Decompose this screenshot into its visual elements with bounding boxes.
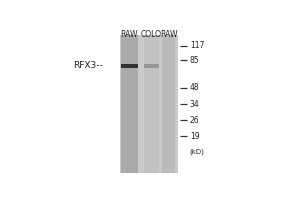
- Bar: [121, 64, 138, 68]
- Bar: [144, 64, 159, 68]
- Text: COLO: COLO: [141, 30, 162, 39]
- Text: 34: 34: [190, 100, 200, 109]
- Text: (kD): (kD): [190, 149, 205, 155]
- Bar: [120, 35, 178, 173]
- Text: 19: 19: [190, 132, 200, 141]
- Text: 26: 26: [190, 116, 200, 125]
- Bar: [163, 35, 175, 173]
- Text: RAW: RAW: [160, 30, 178, 39]
- Text: RAW: RAW: [121, 30, 138, 39]
- Text: 117: 117: [190, 41, 204, 50]
- Text: 48: 48: [190, 83, 200, 92]
- Text: 85: 85: [190, 56, 200, 65]
- Bar: [121, 35, 138, 173]
- Text: RFX3--: RFX3--: [73, 61, 103, 70]
- Bar: [144, 35, 159, 173]
